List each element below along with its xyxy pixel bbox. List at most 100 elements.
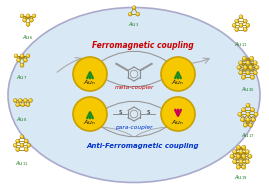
Circle shape — [19, 99, 20, 100]
Circle shape — [246, 61, 250, 65]
Circle shape — [256, 66, 257, 67]
Circle shape — [252, 119, 253, 120]
Circle shape — [250, 57, 252, 58]
Circle shape — [245, 160, 249, 164]
Circle shape — [245, 150, 249, 154]
Circle shape — [247, 113, 248, 114]
Circle shape — [24, 148, 28, 152]
Circle shape — [251, 76, 253, 77]
Circle shape — [246, 103, 250, 107]
Circle shape — [27, 104, 28, 105]
Text: $Au_n$: $Au_n$ — [171, 79, 185, 88]
Circle shape — [21, 55, 22, 56]
Text: $Au_7$: $Au_7$ — [16, 73, 28, 82]
Text: $Au_{11}$: $Au_{11}$ — [234, 41, 248, 50]
Circle shape — [239, 23, 243, 27]
Circle shape — [17, 59, 19, 60]
Circle shape — [73, 97, 107, 131]
Circle shape — [239, 15, 243, 19]
Circle shape — [240, 62, 241, 63]
Circle shape — [250, 124, 251, 125]
Circle shape — [243, 155, 244, 156]
Circle shape — [17, 140, 18, 141]
Circle shape — [238, 66, 239, 67]
Circle shape — [14, 144, 15, 145]
Circle shape — [24, 99, 26, 100]
Circle shape — [243, 166, 244, 167]
Circle shape — [236, 20, 237, 21]
Circle shape — [237, 166, 238, 167]
Circle shape — [15, 55, 16, 56]
Circle shape — [24, 139, 28, 143]
Circle shape — [248, 154, 252, 158]
Circle shape — [246, 71, 250, 75]
Circle shape — [20, 135, 24, 139]
Circle shape — [21, 144, 22, 145]
Circle shape — [21, 15, 22, 16]
Circle shape — [20, 63, 24, 67]
Circle shape — [239, 61, 243, 65]
Circle shape — [27, 143, 31, 147]
Circle shape — [233, 151, 235, 152]
Circle shape — [20, 54, 24, 58]
Circle shape — [23, 18, 27, 22]
Text: $Au_{11}$: $Au_{11}$ — [15, 159, 29, 168]
Text: $Au_6$: $Au_6$ — [22, 33, 34, 42]
Circle shape — [247, 72, 248, 73]
Circle shape — [254, 72, 255, 73]
Circle shape — [16, 148, 20, 152]
Circle shape — [243, 57, 245, 58]
Circle shape — [26, 22, 30, 26]
Circle shape — [239, 113, 240, 114]
Circle shape — [235, 28, 239, 32]
Circle shape — [250, 108, 254, 112]
Circle shape — [27, 55, 28, 56]
Text: $Au_3$: $Au_3$ — [128, 20, 140, 29]
Text: $Au_8$: $Au_8$ — [16, 115, 28, 124]
Circle shape — [240, 72, 241, 73]
Text: $Au_{17}$: $Au_{17}$ — [241, 131, 255, 140]
Circle shape — [242, 108, 246, 112]
Circle shape — [243, 28, 247, 32]
Circle shape — [247, 104, 248, 105]
Circle shape — [16, 139, 20, 143]
Circle shape — [23, 98, 27, 102]
Circle shape — [242, 108, 244, 110]
Circle shape — [29, 99, 31, 100]
Circle shape — [14, 54, 18, 58]
Circle shape — [161, 57, 195, 91]
Circle shape — [129, 13, 130, 14]
Circle shape — [243, 146, 244, 147]
Circle shape — [250, 75, 254, 79]
Circle shape — [22, 104, 23, 105]
Circle shape — [242, 56, 246, 60]
Circle shape — [14, 99, 15, 100]
Circle shape — [29, 98, 33, 102]
Circle shape — [25, 148, 26, 149]
Circle shape — [133, 6, 134, 8]
Circle shape — [243, 123, 247, 127]
Circle shape — [137, 13, 138, 14]
Circle shape — [21, 64, 22, 65]
Circle shape — [235, 19, 239, 23]
Circle shape — [237, 65, 241, 70]
Text: $Au_{19}$: $Au_{19}$ — [234, 173, 248, 182]
Circle shape — [20, 143, 24, 147]
Circle shape — [244, 28, 245, 29]
Text: para-coupler: para-coupler — [115, 125, 153, 130]
Circle shape — [17, 104, 18, 105]
Circle shape — [233, 150, 237, 154]
Circle shape — [236, 165, 240, 169]
Circle shape — [255, 65, 259, 70]
Circle shape — [13, 98, 17, 102]
Circle shape — [240, 16, 241, 17]
Circle shape — [251, 108, 253, 110]
Circle shape — [231, 155, 232, 156]
Circle shape — [242, 76, 244, 77]
Circle shape — [253, 61, 257, 65]
Circle shape — [244, 20, 245, 21]
Circle shape — [16, 103, 20, 107]
Circle shape — [240, 151, 241, 152]
Circle shape — [237, 146, 238, 147]
Circle shape — [246, 160, 247, 162]
